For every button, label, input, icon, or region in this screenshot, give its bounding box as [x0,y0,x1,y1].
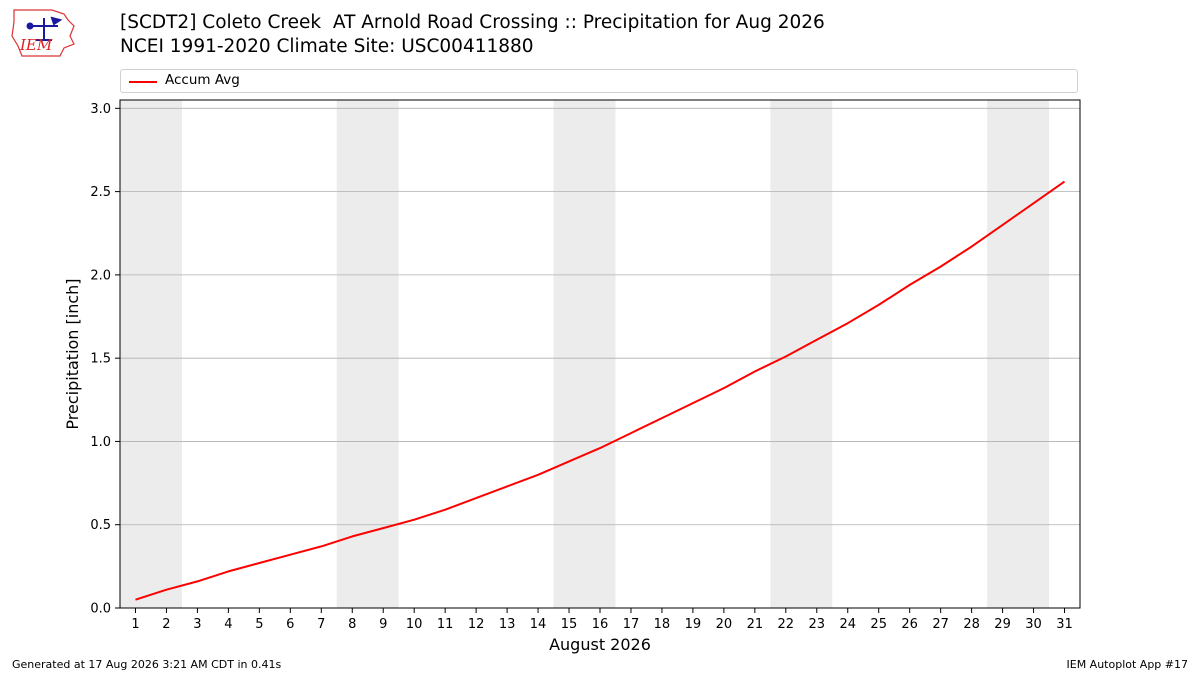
y-axis-label: Precipitation [inch] [63,278,82,429]
x-tick-label: 26 [901,617,918,632]
footer-generated-text: Generated at 17 Aug 2026 3:21 AM CDT in … [12,658,282,671]
weekend-band [553,100,616,608]
x-tick-label: 9 [379,617,387,632]
y-tick-label: 0.5 [90,518,111,533]
y-tick-label: 2.5 [90,185,111,200]
legend: Accum Avg [120,69,1078,93]
x-tick-label: 5 [255,617,263,632]
series-line-accum-avg [135,180,1066,601]
y-tick-label: 2.0 [90,268,111,283]
y-tick-label: 3.0 [90,102,111,117]
x-tick-label: 6 [286,617,294,632]
y-tick-label: 1.5 [90,352,111,367]
x-tick-label: 17 [623,617,640,632]
y-tick-label: 1.0 [90,435,111,450]
x-tick-label: 4 [224,617,232,632]
svg-text:IEM: IEM [19,36,53,54]
x-tick-label: 20 [716,617,733,632]
x-tick-label: 3 [193,617,201,632]
x-tick-label: 28 [963,617,980,632]
x-tick-label: 10 [406,617,423,632]
legend-label-accum-avg: Accum Avg [165,72,240,88]
x-tick-label: 8 [348,617,356,632]
chart-title: [SCDT2] Coleto Creek AT Arnold Road Cros… [120,12,825,33]
x-tick-label: 16 [592,617,609,632]
x-tick-label: 2 [162,617,170,632]
weekend-band [336,100,399,608]
legend-swatch-accum-avg [129,81,157,83]
x-tick-label: 11 [437,617,454,632]
x-tick-label: 7 [317,617,325,632]
x-tick-label: 1 [131,617,139,632]
chart-subtitle: NCEI 1991-2020 Climate Site: USC00411880 [120,36,534,57]
y-tick-label: 0.0 [90,602,111,617]
x-tick-label: 27 [932,617,949,632]
x-axis-label: August 2026 [549,635,651,654]
x-tick-label: 12 [468,617,485,632]
x-tick-label: 19 [685,617,702,632]
x-tick-label: 25 [870,617,887,632]
footer-app-text: IEM Autoplot App #17 [1066,658,1189,671]
x-tick-label: 21 [747,617,764,632]
x-tick-label: 30 [1025,617,1042,632]
x-tick-label: 22 [778,617,795,632]
x-tick-label: 29 [994,617,1011,632]
iem-logo: IEM [11,9,75,57]
x-tick-label: 13 [499,617,516,632]
weekend-band [120,100,182,608]
x-tick-label: 23 [809,617,826,632]
weekend-band [770,100,833,608]
x-tick-label: 15 [561,617,578,632]
x-tick-label: 31 [1056,617,1073,632]
weekend-band [987,100,1050,608]
x-tick-label: 24 [839,617,856,632]
x-tick-label: 14 [530,617,547,632]
x-tick-label: 18 [654,617,671,632]
